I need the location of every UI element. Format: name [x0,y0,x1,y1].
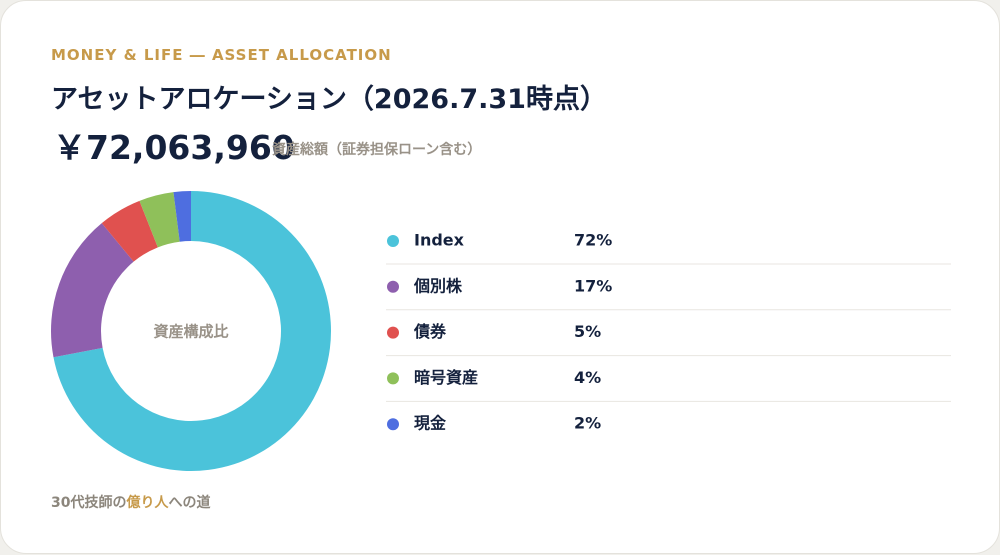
eyebrow: MONEY & LIFE ― ASSET ALLOCATION [51,46,392,64]
footer: 30代技師の億り人への道 [51,492,210,512]
legend-value: 17% [574,276,612,295]
legend-dot [387,235,399,247]
legend-dot [387,326,399,339]
legend-label: 債券 [413,322,447,341]
donut-segment [173,191,191,242]
total-amount: ￥72,063,960 [53,128,295,167]
legend-value: 5% [574,322,601,341]
footer-highlight: 億り人 [126,495,169,511]
legend-value: 72% [574,231,612,250]
total-label: 資産総額（証券担保ローン含む） [272,142,482,158]
center-label: 資産構成比 [153,323,228,341]
legend-dot [387,372,399,385]
page-title: アセットアロケーション（2026.7.31時点） [51,84,607,115]
legend-dot [387,280,399,293]
legend-dot [387,418,399,431]
legend-value: 2% [574,414,601,433]
donut-segment [50,223,134,358]
legend-label: 暗号資産 [414,368,478,387]
donut-segment [53,191,332,471]
legend-label: 個別株 [413,276,463,295]
legend-value: 4% [574,368,601,387]
footer-text: 30代技師の [51,495,127,511]
donut-segment [139,192,180,248]
legend-label: Index [414,231,465,250]
footer-text: への道 [168,495,211,511]
legend-label: 現金 [414,414,447,433]
donut-segment [101,200,158,262]
